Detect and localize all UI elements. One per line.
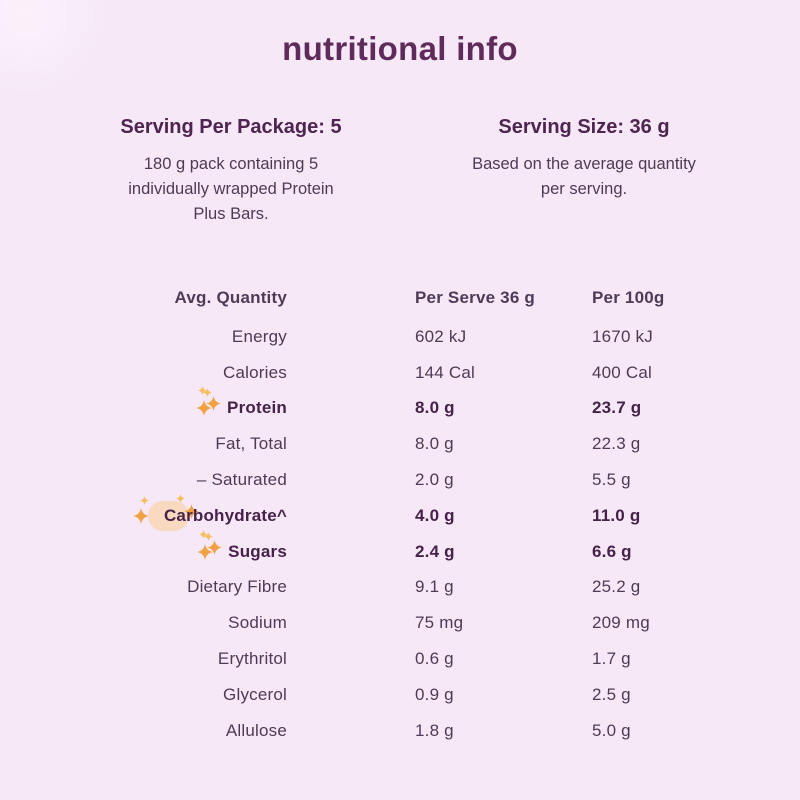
- table-body: Energy 602 kJ 1670 kJ Calories 144 Cal 4…: [127, 319, 673, 749]
- row-label: – Saturated: [196, 470, 287, 490]
- serving-size-description: Based on the average quantity per servin…: [472, 155, 696, 198]
- serving-size-block: Serving Size: 36 g Based on the average …: [429, 116, 739, 227]
- per-serve-value: 602 kJ: [415, 326, 467, 346]
- per-100g-value: 2.5 g: [592, 684, 631, 704]
- nutrition-table: Avg. Quantity Per Serve 36 g Per 100g En…: [127, 277, 673, 749]
- row-label: Calories: [223, 362, 287, 382]
- per-serve-value: 0.9 g: [415, 684, 454, 704]
- per-serve-value: 8.0 g: [415, 398, 455, 418]
- per-100g-value: 6.6 g: [592, 541, 632, 561]
- per-100g-value: 1670 kJ: [592, 326, 653, 346]
- per-serve-value: 9.1 g: [415, 577, 454, 597]
- row-label: Energy: [231, 326, 287, 346]
- per-serve-value: 8.0 g: [415, 434, 454, 454]
- row-label: Erythritol: [217, 649, 287, 669]
- sparkle-icon: [199, 529, 222, 555]
- sparkle-icon: [196, 388, 213, 417]
- per-100g-value: 5.0 g: [592, 720, 631, 740]
- table-row: Protein 8.0 g 23.7 g: [127, 386, 673, 427]
- serving-per-package-heading: Serving Per Package: 5: [120, 116, 342, 138]
- table-row: Dietary Fibre 9.1 g 25.2 g: [127, 570, 673, 606]
- per-100g-value: 5.5 g: [592, 470, 631, 490]
- table-row: Erythritol 0.6 g 1.7 g: [127, 641, 673, 677]
- per-100g-value: 209 mg: [592, 613, 650, 633]
- row-label: Protein: [227, 398, 287, 418]
- row-label: Sodium: [228, 613, 287, 633]
- per-100g-value: 400 Cal: [592, 362, 652, 382]
- row-label: Sugars: [228, 541, 287, 561]
- table-row: Sugars 2.4 g 6.6 g: [127, 529, 673, 570]
- per-100g-value: 25.2 g: [592, 577, 641, 597]
- row-label: Allulose: [225, 720, 287, 740]
- row-label: Dietary Fibre: [187, 577, 287, 597]
- column-header-per-serve: Per Serve 36 g: [415, 288, 535, 307]
- per-serve-value: 4.0 g: [415, 505, 455, 525]
- per-serve-value: 2.0 g: [415, 470, 454, 490]
- sparkle-icon: [133, 495, 150, 524]
- table-header-row: Avg. Quantity Per Serve 36 g Per 100g: [127, 277, 673, 319]
- per-100g-value: 23.7 g: [592, 398, 642, 418]
- per-serve-value: 144 Cal: [415, 362, 475, 382]
- table-row: Carbohydrate^ 4.0 g 11.0 g: [127, 493, 673, 534]
- table-row: – Saturated 2.0 g 5.5 g: [127, 462, 673, 498]
- serving-size-heading: Serving Size: 36 g: [498, 116, 670, 138]
- per-serve-value: 75 mg: [415, 613, 464, 633]
- table-row: Fat, Total 8.0 g 22.3 g: [127, 426, 673, 462]
- serving-info: Serving Per Package: 5 180 g pack contai…: [0, 116, 800, 227]
- page-title: nutritional info: [282, 30, 518, 67]
- per-serve-value: 2.4 g: [415, 541, 455, 561]
- serving-per-package-block: Serving Per Package: 5 180 g pack contai…: [60, 116, 402, 227]
- row-label: Glycerol: [223, 684, 287, 704]
- column-header-per-100g: Per 100g: [592, 288, 665, 307]
- sparkle-icon: [198, 386, 221, 412]
- per-100g-value: 22.3 g: [592, 434, 641, 454]
- sparkle-icon: [197, 531, 214, 560]
- table-row: Energy 602 kJ 1670 kJ: [127, 319, 673, 355]
- serving-per-package-description: 180 g pack containing 5 individually wra…: [128, 155, 334, 223]
- table-row: Glycerol 0.9 g 2.5 g: [127, 677, 673, 713]
- sparkle-icon: [176, 493, 199, 519]
- row-label: Carbohydrate^: [163, 505, 287, 525]
- column-header-avg-quantity: Avg. Quantity: [174, 288, 287, 307]
- per-100g-value: 11.0 g: [592, 505, 641, 525]
- per-serve-value: 1.8 g: [415, 720, 454, 740]
- row-label: Fat, Total: [215, 434, 287, 454]
- highlight-pill: [133, 493, 199, 531]
- per-100g-value: 1.7 g: [592, 649, 631, 669]
- per-serve-value: 0.6 g: [415, 649, 454, 669]
- table-row: Allulose 1.8 g 5.0 g: [127, 713, 673, 749]
- table-row: Calories 144 Cal 400 Cal: [127, 355, 673, 391]
- table-row: Sodium 75 mg 209 mg: [127, 605, 673, 641]
